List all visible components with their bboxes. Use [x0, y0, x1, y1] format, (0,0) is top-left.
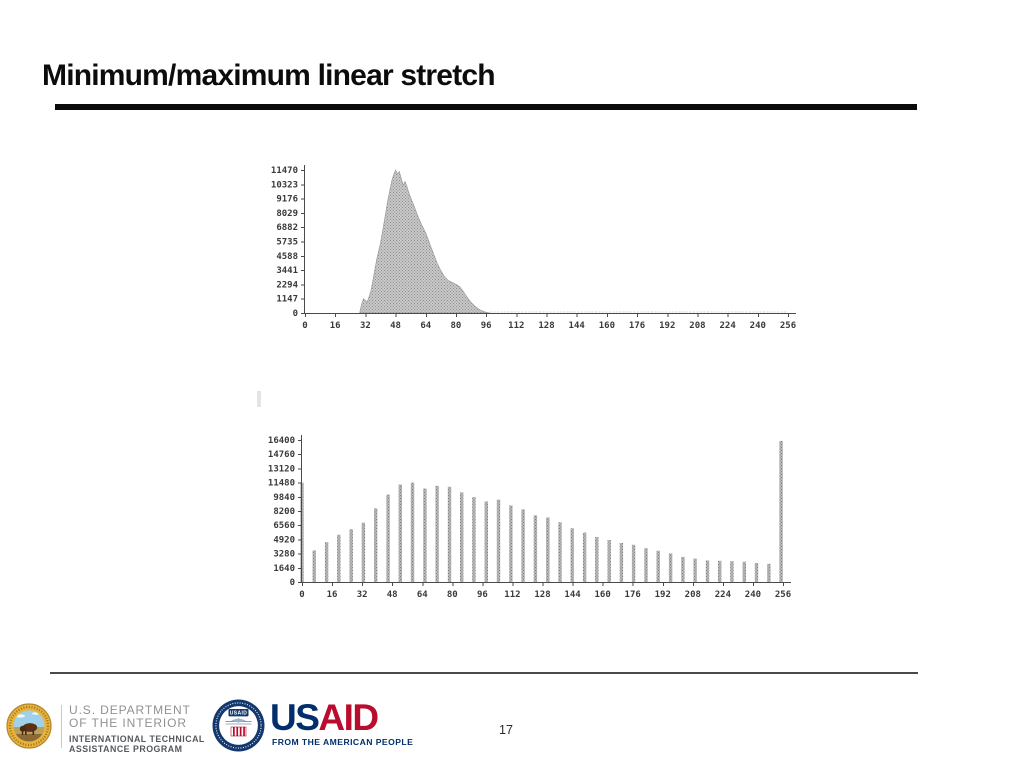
- histogram-stretched-image: 1640014760131201148098408200656049203280…: [268, 435, 791, 600]
- y-tick-label: 0: [290, 578, 295, 588]
- y-tick-label: 11480: [268, 479, 295, 489]
- x-tick-label: 48: [390, 321, 401, 331]
- y-tick-label: 1640: [273, 564, 295, 574]
- usaid-wordmark: USAID: [270, 697, 379, 738]
- x-tick-label: 64: [420, 321, 431, 331]
- y-tick-label: 3441: [276, 266, 298, 276]
- doi-line-4: ASSISTANCE PROGRAM: [69, 744, 183, 755]
- x-tick-label: 144: [569, 321, 586, 331]
- usaid-shield-icon: [230, 726, 247, 737]
- y-tick-label: 14760: [268, 450, 295, 460]
- usaid-wordmark-us: US: [270, 697, 320, 738]
- x-tick-label: 160: [594, 590, 610, 600]
- x-tick-label: 160: [599, 321, 615, 331]
- scan-artifact-mark: [257, 391, 261, 407]
- title-underline: [55, 104, 917, 110]
- x-tick-label: 256: [775, 590, 791, 600]
- y-tick-label: 9176: [276, 195, 298, 205]
- x-tick-label: 64: [417, 590, 428, 600]
- doi-text-divider: [61, 705, 62, 748]
- y-tick-label: 11470: [271, 166, 298, 176]
- x-tick-label: 48: [387, 590, 398, 600]
- x-tick-label: 240: [745, 590, 761, 600]
- doi-line-1: U.S. DEPARTMENT: [69, 703, 191, 717]
- usaid-wordmark-aid: AID: [318, 697, 379, 738]
- x-tick-label: 112: [504, 590, 520, 600]
- y-tick-label: 4588: [276, 252, 298, 262]
- x-tick-label: 176: [629, 321, 645, 331]
- x-tick-label: 96: [481, 321, 492, 331]
- usaid-seal-icon: USAID: [212, 699, 265, 752]
- x-tick-label: 128: [534, 590, 550, 600]
- y-tick-label: 6560: [273, 521, 295, 531]
- x-tick-label: 192: [655, 590, 671, 600]
- y-tick-label: 3280: [273, 550, 295, 560]
- y-tick-label: 16400: [268, 436, 295, 446]
- y-tick-label: 1147: [276, 295, 298, 305]
- x-tick-label: 208: [689, 321, 705, 331]
- y-tick-label: 0: [293, 309, 298, 319]
- x-tick-label: 224: [719, 321, 736, 331]
- x-tick-label: 32: [360, 321, 371, 331]
- y-tick-label: 6882: [276, 223, 298, 233]
- y-tick-label: 13120: [268, 464, 295, 474]
- y-tick-label: 8200: [273, 507, 295, 517]
- x-tick-label: 16: [330, 321, 341, 331]
- doi-bison-seal-icon: [6, 703, 52, 749]
- x-tick-label: 80: [447, 590, 458, 600]
- histogram-original-image: 1147010323917680296882573545883441229411…: [271, 165, 796, 331]
- y-tick-label: 5735: [276, 238, 298, 248]
- x-tick-label: 256: [780, 321, 796, 331]
- x-tick-label: 0: [302, 321, 307, 331]
- doi-text-block: U.S. DEPARTMENT OF THE INTERIOR INTERNAT…: [69, 703, 205, 755]
- y-tick-label: 2294: [276, 280, 298, 290]
- usaid-tagline: FROM THE AMERICAN PEOPLE: [272, 737, 414, 747]
- x-tick-label: 112: [508, 321, 524, 331]
- doi-line-3: INTERNATIONAL TECHNICAL: [69, 733, 205, 744]
- y-tick-label: 4920: [273, 535, 295, 545]
- x-tick-label: 32: [357, 590, 368, 600]
- x-tick-label: 144: [564, 590, 581, 600]
- x-tick-label: 80: [451, 321, 462, 331]
- x-tick-label: 192: [659, 321, 675, 331]
- y-tick-label: 8029: [276, 209, 298, 219]
- page-number: 17: [499, 723, 513, 737]
- x-tick-label: 96: [477, 590, 488, 600]
- x-tick-label: 208: [685, 590, 701, 600]
- doi-line-2: OF THE INTERIOR: [69, 716, 187, 731]
- x-tick-label: 224: [715, 590, 732, 600]
- usaid-seal-text: USAID: [230, 711, 248, 717]
- footer-divider-line: [50, 672, 918, 674]
- x-tick-label: 176: [625, 590, 641, 600]
- x-tick-label: 0: [299, 590, 304, 600]
- x-tick-label: 128: [538, 321, 554, 331]
- y-tick-label: 9840: [273, 493, 295, 503]
- x-tick-label: 16: [327, 590, 338, 600]
- page-title: Minimum/maximum linear stretch: [42, 59, 496, 92]
- y-tick-label: 10323: [271, 180, 298, 190]
- x-tick-label: 240: [750, 321, 766, 331]
